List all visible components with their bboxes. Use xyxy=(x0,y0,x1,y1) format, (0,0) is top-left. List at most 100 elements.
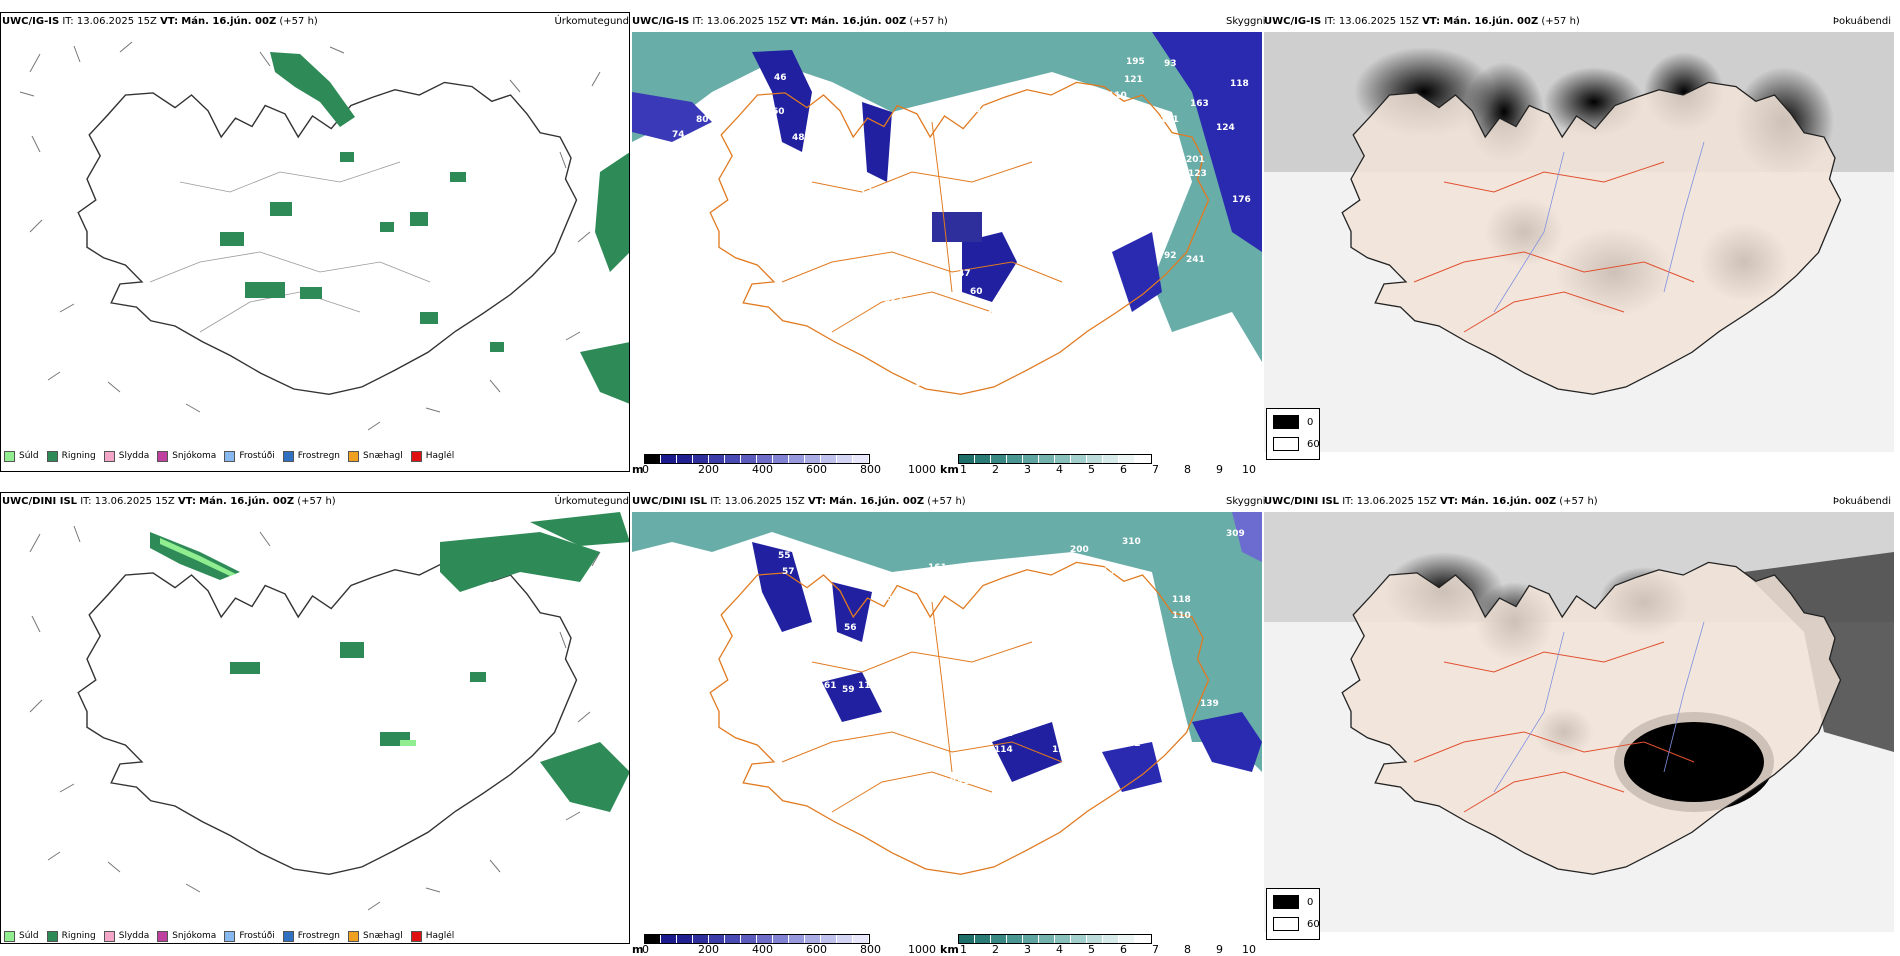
vt-value: Mán. 16.jún. 00Z xyxy=(829,496,925,507)
legend-label: Frostregn xyxy=(297,931,341,941)
colorbar-swatch xyxy=(1103,935,1119,943)
legend-label: Súld xyxy=(19,931,39,941)
colorbar-swatch xyxy=(1039,935,1055,943)
map-label: 111 xyxy=(858,681,877,691)
precip-type-legend: Súld Rigning Slydda Snjókoma Frostúði Fr… xyxy=(4,926,454,946)
panel-header: UWC/IG-IS IT: 13.06.2025 15Z VT: Mán. 16… xyxy=(632,12,1262,32)
legend-label: Snæhagl xyxy=(363,931,403,941)
colorbar-tick: 0 xyxy=(642,463,649,476)
cloud-legend-value: 0 xyxy=(1307,896,1314,908)
colorbar-unit: km xyxy=(940,463,959,476)
colorbar-swatch xyxy=(709,455,725,463)
colorbar-tick: 4 xyxy=(1056,463,1063,476)
map-label: 80 xyxy=(696,115,709,125)
legend-label: Rigning xyxy=(61,931,96,941)
it-label: IT: xyxy=(710,496,722,507)
map-label: 109 xyxy=(866,653,885,663)
legend-label: Haglél xyxy=(425,931,455,941)
map-label: 151 xyxy=(1160,115,1179,125)
colorbar-tick: 2 xyxy=(992,463,999,476)
legend-item: Snjókoma xyxy=(157,930,216,942)
legend-label: Snæhagl xyxy=(363,451,403,461)
colorbar-swatch xyxy=(757,455,773,463)
model-name: UWC/IG-IS xyxy=(632,16,690,27)
colorbar-tick: 8 xyxy=(1184,463,1191,476)
panel-visibility-bottom: UWC/DINI ISL IT: 13.06.2025 15Z VT: Mán.… xyxy=(632,492,1266,956)
cloud-legend-swatch xyxy=(1273,415,1299,429)
colorbar-swatch xyxy=(975,935,991,943)
map-label: 322 xyxy=(884,295,903,305)
map-label: 605 xyxy=(1052,305,1071,315)
it-value: 13.06.2025 15Z xyxy=(706,16,787,27)
map-label: 309 xyxy=(1226,529,1245,539)
map-label: 47 xyxy=(958,269,971,279)
map-label: 133 xyxy=(928,619,947,629)
it-value: 13.06.2025 15Z xyxy=(724,496,805,507)
colorbar-tick: 9 xyxy=(1216,463,1223,476)
colorbar-swatches xyxy=(958,454,1152,464)
legend-swatch xyxy=(157,930,169,942)
map-label: 60 xyxy=(772,107,785,117)
map-label: 139 xyxy=(1108,149,1127,159)
colorbar-swatch xyxy=(789,455,805,463)
legend-swatch xyxy=(224,930,236,942)
model-name: UWC/IG-IS xyxy=(2,16,60,27)
legend-item: Frostregn xyxy=(282,930,341,942)
param-name: Skyggni xyxy=(1226,496,1266,507)
colorbar-swatch xyxy=(773,935,789,943)
legend-item: Frostúði xyxy=(224,450,275,462)
map-label: 100 xyxy=(914,379,933,389)
panel-precip-top: UWC/IG-IS IT: 13.06.2025 15Z VT: Mán. 16… xyxy=(0,12,630,472)
lead-time: (+57 h) xyxy=(297,496,336,507)
colorbar-tick: 200 xyxy=(698,463,719,476)
map-label: 57 xyxy=(782,567,795,577)
colorbar-swatch xyxy=(1087,455,1103,463)
cloud-map xyxy=(1264,512,1894,932)
map-label: 96 xyxy=(1022,719,1035,729)
cloud-legend-value: 0 xyxy=(1307,416,1314,428)
map-label: 110 xyxy=(1108,91,1127,101)
map-label: 70 xyxy=(1076,759,1089,769)
lead-time: (+57 h) xyxy=(1559,496,1598,507)
legend-swatch xyxy=(103,930,115,942)
legend-label: Súld xyxy=(19,451,39,461)
legend-item: Snæhagl xyxy=(348,450,403,462)
it-label: IT: xyxy=(80,496,92,507)
colorbar-swatches xyxy=(958,934,1152,944)
map-label: 202 xyxy=(1078,731,1097,741)
legend-label: Slydda xyxy=(118,931,150,941)
map-label: 69 xyxy=(948,333,961,343)
model-name: UWC/IG-IS xyxy=(1264,16,1322,27)
vt-value: Mán. 16.jún. 00Z xyxy=(811,16,907,27)
param-name: Skyggni xyxy=(1226,16,1266,27)
colorbar-swatch xyxy=(661,935,677,943)
legend-item: Haglél xyxy=(410,450,454,462)
colorbar-swatch xyxy=(1103,455,1119,463)
colorbar-tick: 5 xyxy=(1088,463,1095,476)
map-label: 116 xyxy=(974,565,993,575)
colorbar-swatch xyxy=(789,935,805,943)
visibility-map: 55 57 47 66 55 62 56 102 109 61 59 111 3… xyxy=(632,512,1262,932)
legend-label: Frostúði xyxy=(239,931,275,941)
colorbar-swatch xyxy=(725,455,741,463)
map-label: 56 xyxy=(782,195,795,205)
map-label: 61 xyxy=(824,681,837,691)
map-label: 91 xyxy=(988,305,1001,315)
map-label: 195 xyxy=(1116,177,1135,187)
vt-label: VT: xyxy=(790,16,809,27)
colorbar-tick: 1 xyxy=(960,463,967,476)
map-label: 130 xyxy=(1040,133,1059,143)
colorbar-swatches xyxy=(644,454,870,464)
map-label: 102 xyxy=(788,155,807,165)
map-label: 123 xyxy=(860,187,879,197)
legend-label: Rigning xyxy=(61,451,96,461)
cloud-legend-swatch xyxy=(1273,437,1299,451)
map-label: 92 xyxy=(1164,251,1177,261)
map-label: 154 xyxy=(946,101,965,111)
cloud-legend-row: 60 xyxy=(1273,437,1320,451)
colorbar-swatch xyxy=(645,455,661,463)
colorbar-swatch xyxy=(821,455,837,463)
colorbar-swatch xyxy=(975,455,991,463)
map-label: 201 xyxy=(1186,155,1205,165)
colorbar-swatch xyxy=(709,935,725,943)
